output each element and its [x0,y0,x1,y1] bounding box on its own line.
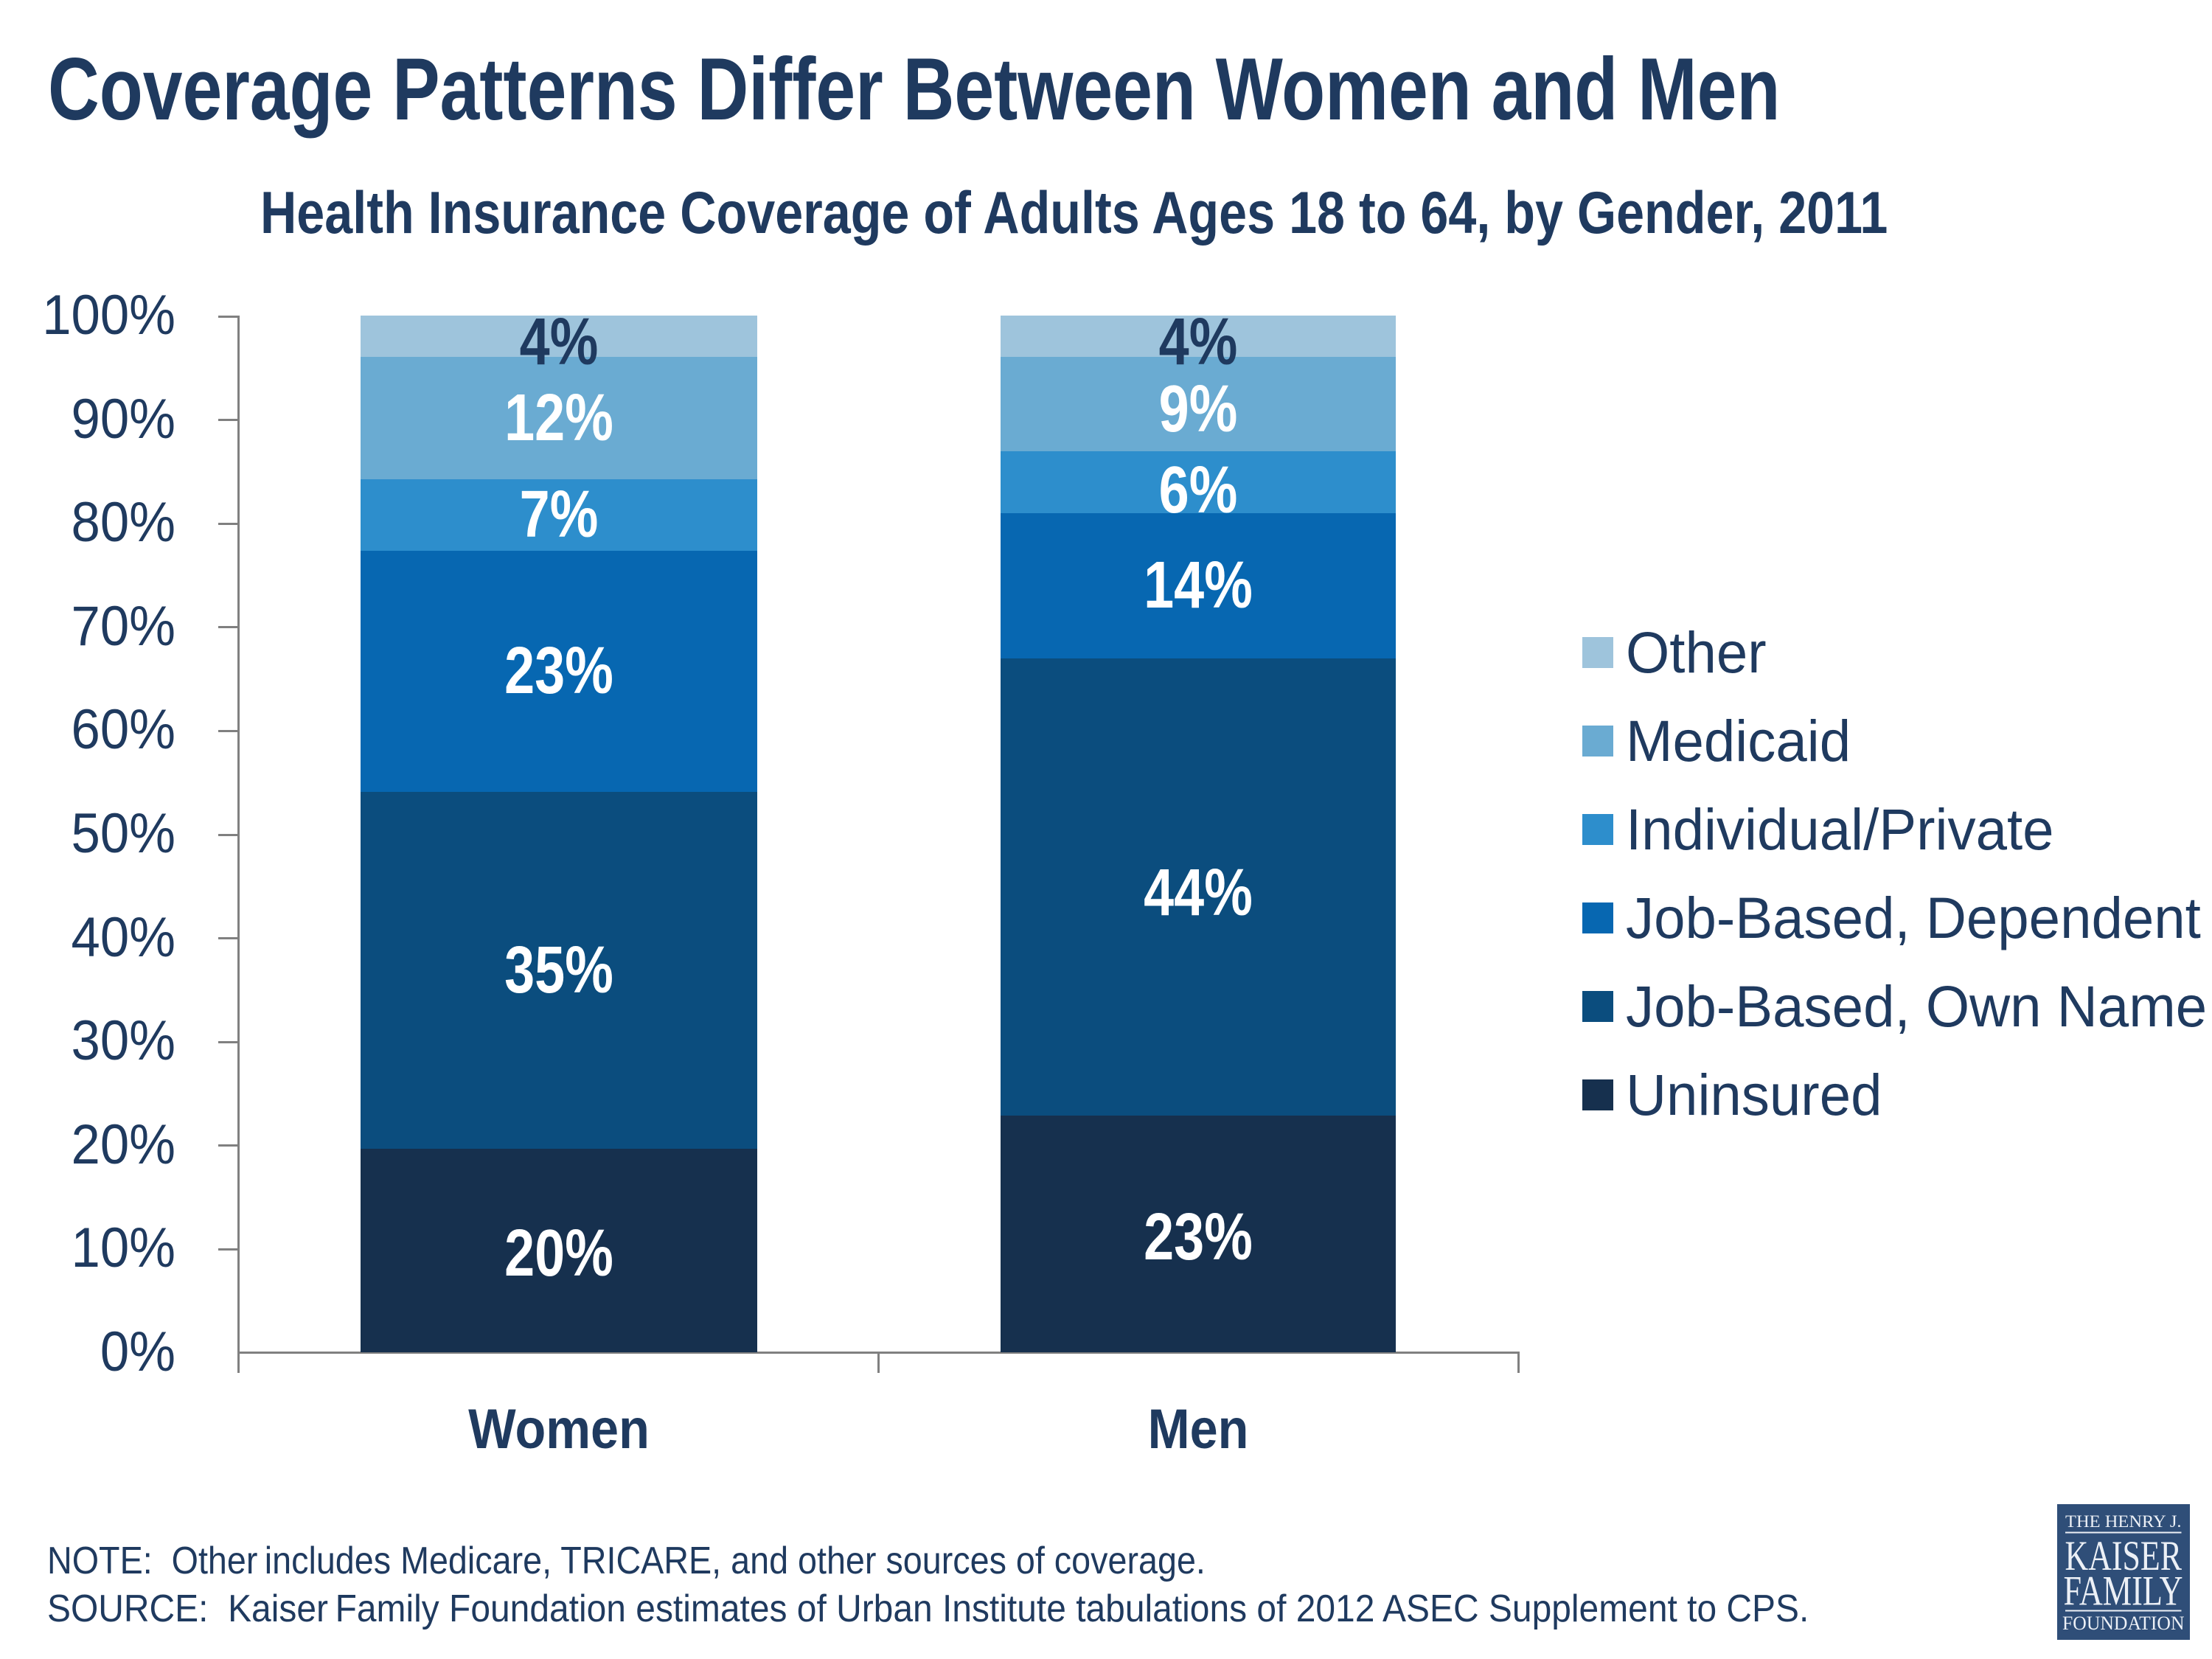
svg-text:KAISER: KAISER [2065,1533,2183,1579]
svg-text:THE HENRY J.: THE HENRY J. [2065,1512,2182,1531]
svg-text:FOUNDATION: FOUNDATION [2062,1613,2185,1634]
svg-text:FAMILY: FAMILY [2064,1568,2183,1615]
